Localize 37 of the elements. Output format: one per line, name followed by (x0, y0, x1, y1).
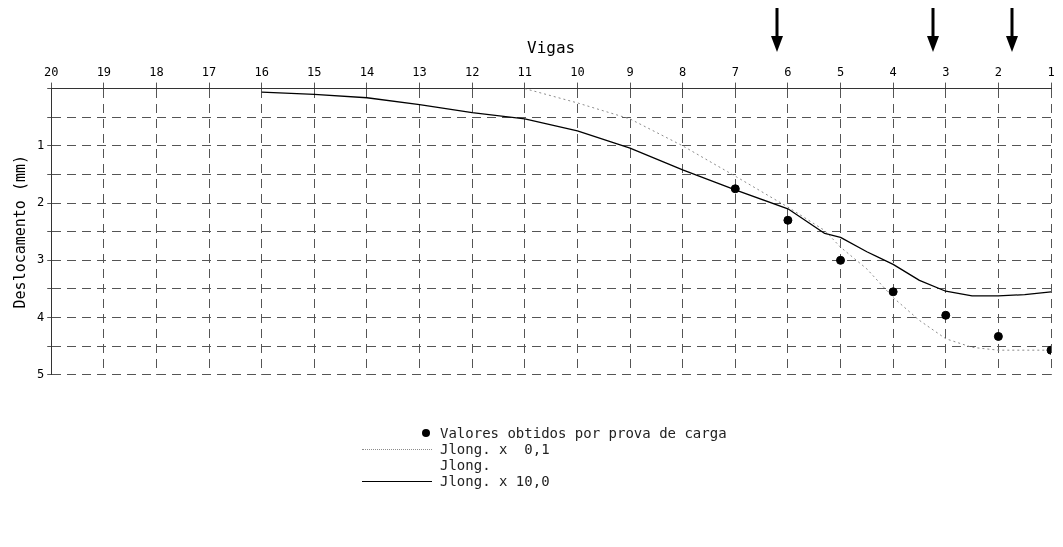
legend-label: Jlong. x 0,1 (440, 441, 550, 457)
y-tick-label: 3 (36, 252, 45, 267)
y-tick-label: 2 (36, 195, 45, 210)
x-tick-label: 3 (942, 64, 950, 79)
x-tick-label: 9 (626, 64, 634, 79)
x-axis-title: Vigas (527, 37, 576, 57)
x-tick-label: 7 (731, 64, 739, 79)
x-tick-label: 13 (412, 64, 427, 79)
point (730, 184, 740, 194)
x-tick-label: 17 (201, 64, 217, 79)
x-tick-label: 4 (889, 64, 897, 79)
x-tick-label: 1 (1047, 64, 1055, 79)
y-tick-label: 1 (36, 137, 45, 152)
text: Jlong. (440, 457, 491, 473)
x-tick-label: 5 (836, 64, 845, 79)
x-tick-label: 15 (307, 64, 322, 79)
point (836, 255, 846, 265)
x-tick-label: 12 (464, 64, 480, 79)
legend-label: Valores obtidos por prova de carga (440, 425, 727, 441)
x-tick-label: 18 (149, 64, 164, 79)
legend-label: Jlong. x 10,0 (440, 473, 550, 489)
x-tick-label: 8 (679, 64, 687, 79)
x-tick-label: 10 (570, 64, 585, 79)
x-tick-label: 16 (254, 64, 269, 79)
point (783, 215, 793, 225)
x-tick-label: 14 (359, 64, 375, 79)
y-tick-label: 4 (36, 309, 45, 324)
point (888, 287, 898, 297)
x-tick-label: 19 (96, 64, 112, 79)
x-tick-label: 20 (44, 64, 59, 79)
x-tick-label: 11 (517, 64, 533, 79)
point (941, 310, 951, 320)
x-tick-label: 2 (994, 64, 1002, 79)
y-axis-title: Deslocamento (mm) (10, 154, 29, 309)
y-tick-label: 5 (36, 366, 45, 381)
point (993, 331, 1003, 341)
x-tick-label: 6 (784, 64, 792, 79)
